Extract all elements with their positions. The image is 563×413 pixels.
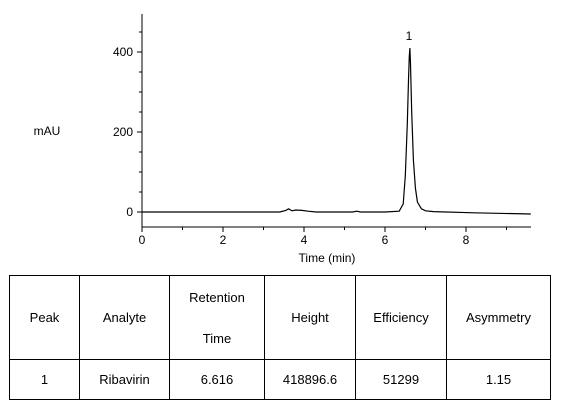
cell-asymmetry: 1.15	[446, 359, 551, 400]
y-tick-label: 0	[126, 205, 133, 219]
header-height: Height	[264, 275, 356, 360]
header-peak: Peak	[9, 275, 80, 360]
x-tick-label: 0	[139, 233, 146, 247]
y-tick-label: 400	[113, 45, 133, 59]
x-tick-label: 2	[220, 233, 227, 247]
chromatogram-trace	[142, 47, 531, 215]
header-retention-line2: Time	[202, 330, 232, 346]
header-efficiency: Efficiency	[355, 275, 447, 360]
x-tick-label: 8	[463, 233, 470, 247]
results-table: Peak Analyte Retention Time Height Effic…	[9, 275, 551, 400]
cell-peak: 1	[9, 359, 80, 400]
table-header-row: Peak Analyte Retention Time Height Effic…	[9, 275, 551, 360]
y-tick-label: 200	[113, 125, 133, 139]
y-axis-label: mAU	[34, 124, 61, 138]
x-tick-label: 6	[382, 233, 389, 247]
header-asymmetry: Asymmetry	[446, 275, 551, 360]
header-retention-time: Retention Time	[169, 275, 265, 360]
cell-analyte: Ribavirin	[79, 359, 170, 400]
peak-label: 1	[406, 29, 413, 43]
table-row: 1 Ribavirin 6.616 418896.6 51299 1.15	[9, 359, 551, 400]
header-analyte: Analyte	[79, 275, 170, 360]
cell-efficiency: 51299	[355, 359, 447, 400]
chromatogram-chart: mAU Time (min) 0 200 400 0 2 4 6 8 1	[34, 14, 531, 265]
header-retention-line1: Retention	[189, 289, 245, 305]
cell-height: 418896.6	[264, 359, 356, 400]
cell-retention-time: 6.616	[169, 359, 265, 400]
x-axis-label: Time (min)	[299, 251, 356, 265]
x-tick-label: 4	[301, 233, 308, 247]
